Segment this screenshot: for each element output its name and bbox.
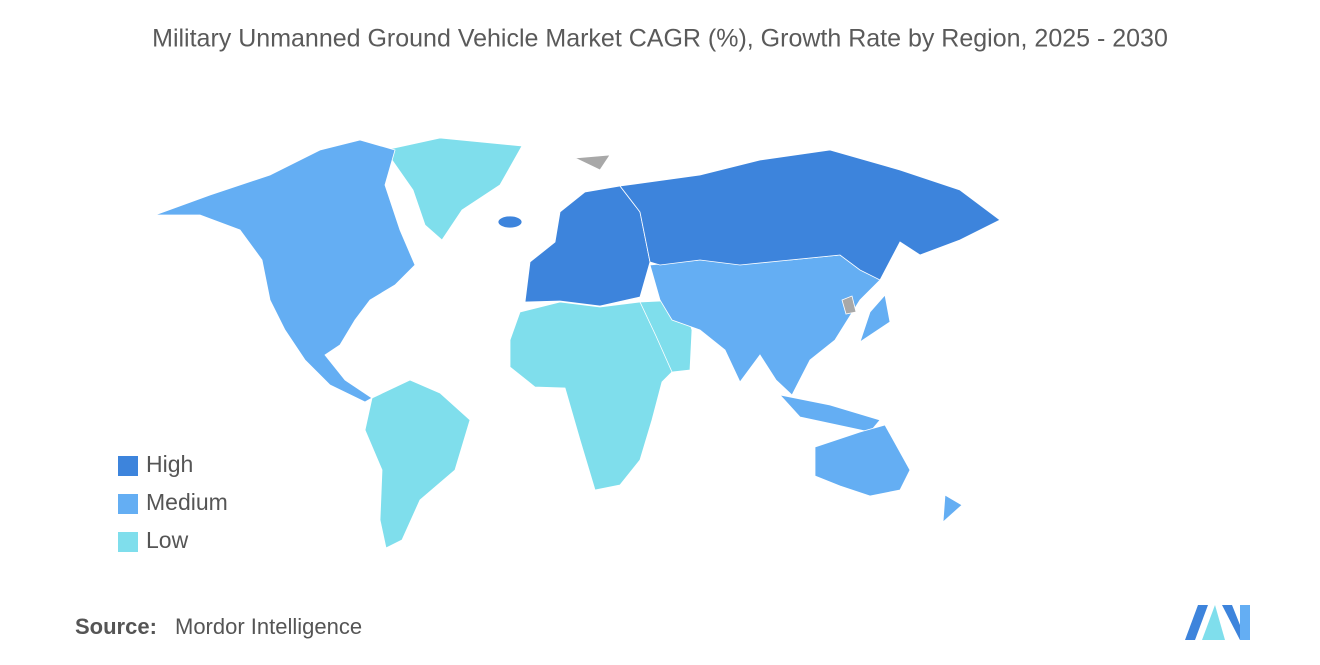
source-label: Source:: [75, 614, 157, 639]
legend-label: Medium: [146, 489, 228, 515]
australia: [814, 424, 911, 497]
indonesia: [778, 394, 881, 433]
source-text: Mordor Intelligence: [175, 614, 362, 639]
africa: [509, 301, 683, 491]
logo: [1185, 605, 1250, 640]
legend-swatch: [118, 494, 138, 514]
legend-label: Low: [146, 527, 189, 553]
world-map: [154, 137, 1001, 549]
south-america: [364, 379, 471, 549]
legend-swatch: [118, 532, 138, 552]
greenland: [384, 137, 523, 241]
legend-label: High: [146, 451, 193, 477]
svalbard: [573, 154, 611, 171]
japan: [859, 294, 891, 343]
russia: [619, 149, 1001, 281]
title: Military Unmanned Ground Vehicle Market …: [152, 25, 1168, 53]
north-america: [154, 139, 416, 403]
new-zealand: [942, 494, 963, 523]
iceland: [497, 215, 523, 229]
legend: High Medium Low: [118, 451, 228, 553]
korea: [841, 295, 857, 315]
legend-swatch: [118, 456, 138, 476]
europe: [524, 185, 651, 307]
